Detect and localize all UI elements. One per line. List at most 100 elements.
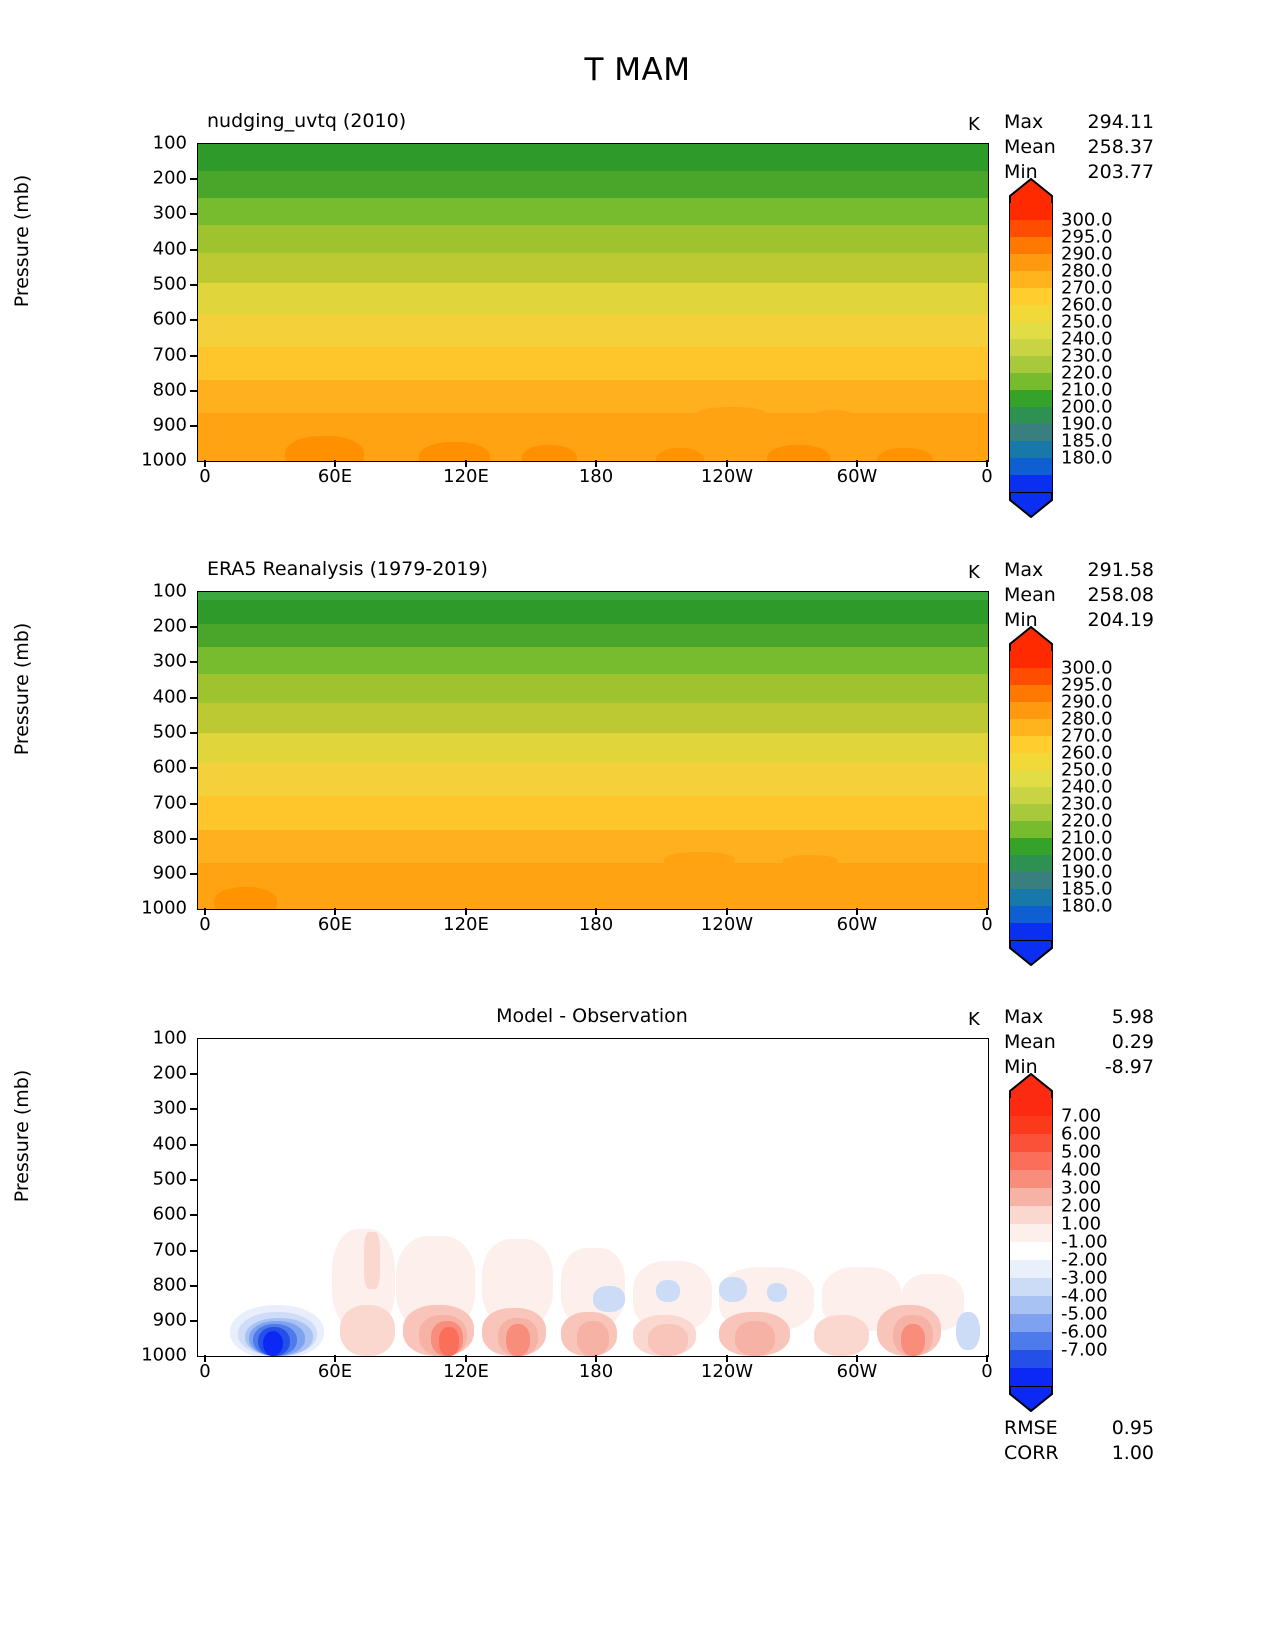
unit-label-model: K — [968, 114, 980, 135]
stat-value: 258.37 — [1087, 136, 1154, 158]
colorbar-tick-label: 295.0 — [1061, 226, 1113, 248]
colorbar-segment — [1009, 736, 1053, 753]
plot-area-observation — [197, 591, 989, 910]
colorbar-tick-label: 185.0 — [1061, 430, 1113, 452]
y-tick: 900 — [152, 1309, 187, 1331]
colorbar-segment — [1009, 288, 1053, 305]
colorbar-tick-label: 280.0 — [1061, 708, 1113, 730]
y-tick: 400 — [152, 686, 187, 708]
x-tick: 60E — [317, 466, 353, 487]
colorbar-gradient — [1009, 203, 1053, 492]
colorbar-segment — [1009, 1224, 1053, 1242]
stat-value: 291.58 — [1087, 559, 1154, 581]
x-tick: 0 — [981, 914, 993, 935]
colorbar-segment — [1009, 1206, 1053, 1224]
colorbar-extend-top-icon — [1009, 178, 1053, 204]
plot-area-model — [197, 143, 989, 462]
stat-value: 258.08 — [1087, 584, 1154, 606]
colorbar-segment — [1009, 804, 1053, 821]
colorbar-segment — [1009, 305, 1053, 322]
colorbar-tick-label: 240.0 — [1061, 328, 1113, 350]
colorbar-extend-bottom-icon — [1009, 940, 1053, 966]
stat-label: Mean — [1004, 584, 1056, 606]
colorbar-extend-bottom-icon — [1009, 1386, 1053, 1412]
colorbar-segment — [1009, 1170, 1053, 1188]
x-tick: 60W — [836, 466, 878, 487]
colorbar-segment — [1009, 407, 1053, 424]
colorbar-segment — [1009, 254, 1053, 271]
colorbar-gradient — [1009, 651, 1053, 940]
stat-label: Min — [1004, 1056, 1038, 1078]
x-tick: 120E — [443, 1361, 489, 1382]
x-tick: 180 — [578, 914, 614, 935]
stat-value: 0.29 — [1111, 1031, 1154, 1053]
colorbar-tick-label: 230.0 — [1061, 345, 1113, 367]
y-tick: 700 — [152, 344, 187, 366]
colorbar-tick-label: 4.00 — [1061, 1159, 1102, 1181]
colorbar-tick-label: 5.00 — [1061, 1141, 1102, 1163]
colorbar-segment — [1009, 237, 1053, 254]
y-tick: 700 — [152, 792, 187, 814]
stat-row: Min -8.97 — [1004, 1055, 1154, 1080]
stat-row: Mean 258.37 — [1004, 135, 1154, 160]
colorbar-segment — [1009, 872, 1053, 889]
stat-label: Max — [1004, 111, 1044, 133]
stat-label: Max — [1004, 559, 1044, 581]
x-tick: 120E — [443, 914, 489, 935]
colorbar-tick-label: 1.00 — [1061, 1213, 1102, 1235]
colorbar-tick-label: 250.0 — [1061, 759, 1113, 781]
y-tick: 900 — [152, 414, 187, 436]
y-tick: 500 — [152, 1168, 187, 1190]
colorbar-segment — [1009, 373, 1053, 390]
stat-value: 5.98 — [1111, 1006, 1154, 1028]
stat-label: Min — [1004, 161, 1038, 183]
colorbar-tick-label: 250.0 — [1061, 311, 1113, 333]
y-tick: 1000 — [141, 897, 187, 919]
colorbar-segment — [1009, 339, 1053, 356]
colorbar-segment — [1009, 855, 1053, 872]
y-tick: 500 — [152, 721, 187, 743]
colorbar-segment — [1009, 441, 1053, 458]
colorbar-tick-label: 6.00 — [1061, 1123, 1102, 1145]
stat-label: Min — [1004, 609, 1038, 631]
colorbar-segment — [1009, 1368, 1053, 1386]
stat-label: Max — [1004, 1006, 1044, 1028]
colorbar-segment — [1009, 1242, 1053, 1260]
x-tick: 120E — [443, 466, 489, 487]
colorbar-segment — [1009, 424, 1053, 441]
colorbar-tick-label: -5.00 — [1061, 1303, 1108, 1325]
colorbar-segment — [1009, 220, 1053, 237]
colorbar-extend-bottom-icon — [1009, 492, 1053, 518]
colorbar-tick-label: 220.0 — [1061, 362, 1113, 384]
y-tick: 100 — [152, 1027, 187, 1049]
y-tick: 100 — [152, 580, 187, 602]
colorbar-segment — [1009, 889, 1053, 906]
colorbar-tick-label: 220.0 — [1061, 810, 1113, 832]
colorbar-segment — [1009, 906, 1053, 923]
stat-row: Max 294.11 — [1004, 110, 1154, 135]
stat-value: 203.77 — [1087, 161, 1154, 183]
y-axis-label-model: Pressure (mb) — [11, 174, 33, 308]
colorbar-segment — [1009, 1332, 1053, 1350]
stat-label: RMSE — [1004, 1417, 1058, 1439]
stat-value: -8.97 — [1104, 1056, 1154, 1078]
colorbar-extend-top-icon — [1009, 626, 1053, 652]
colorbar-tick-label: 270.0 — [1061, 277, 1113, 299]
y-tick: 500 — [152, 273, 187, 295]
colorbar-segment — [1009, 1260, 1053, 1278]
colorbar-segment — [1009, 390, 1053, 407]
y-tick: 400 — [152, 238, 187, 260]
colorbar-segment — [1009, 1350, 1053, 1368]
colorbar-tick-label: 300.0 — [1061, 209, 1113, 231]
colorbar-tick-label: 295.0 — [1061, 674, 1113, 696]
plot-area-difference — [197, 1038, 989, 1357]
x-tick: 60E — [317, 1361, 353, 1382]
colorbar-segment — [1009, 475, 1053, 492]
colorbar-tick-label: 190.0 — [1061, 861, 1113, 883]
figure-title: T MAM — [584, 52, 691, 88]
y-axis-label-observation: Pressure (mb) — [11, 622, 33, 756]
stat-row: Mean 258.08 — [1004, 583, 1154, 608]
x-tick: 0 — [199, 466, 211, 487]
x-tick: 60E — [317, 914, 353, 935]
colorbar-segment — [1009, 1188, 1053, 1206]
